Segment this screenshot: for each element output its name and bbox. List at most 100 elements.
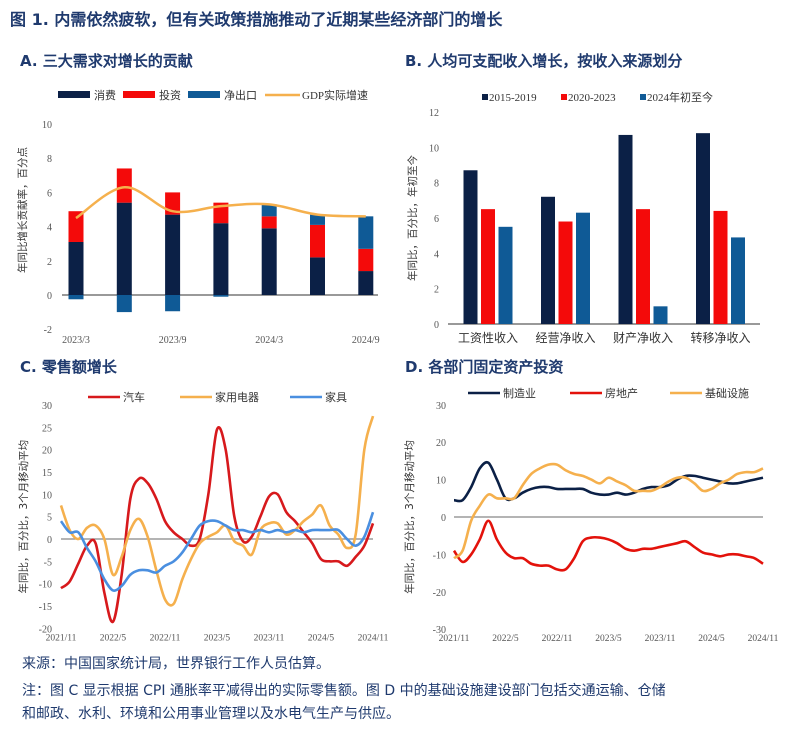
y-tick-label: 2 (47, 257, 52, 268)
bar-net-exports (310, 214, 325, 225)
bar-consumption (213, 223, 229, 295)
x-tick-label: 2023/3 (62, 335, 90, 346)
legend-swatch (561, 94, 567, 100)
bar-investment (261, 216, 277, 229)
x-category-label: 经营净收入 (535, 331, 595, 345)
y-tick-label: 15 (42, 468, 52, 479)
x-tick-label: 2023/5 (204, 633, 231, 643)
y-tick-label: 4 (434, 249, 439, 260)
y-tick-label: 20 (436, 438, 446, 449)
footnote-line-1: 注：图 C 显示根据 CPI 通胀率平减得出的实际零售额。图 D 中的基础设施建… (22, 683, 666, 699)
y-tick-label: 10 (42, 490, 52, 501)
y-axis-label: 年同比，百分比，年初至今 (406, 155, 419, 281)
y-tick-label: 25 (42, 423, 52, 434)
bar (653, 306, 668, 324)
legend-label: 2024年初至今 (647, 90, 713, 104)
x-tick-label: 2022/5 (100, 633, 127, 643)
legend-label: 基础设施 (705, 387, 749, 400)
y-tick-label: -20 (39, 624, 52, 635)
y-tick-label: -2 (44, 325, 52, 336)
y-tick-label: -30 (433, 625, 446, 636)
chart-d: -30 -20 -10 0 10 20 30 年同比，百分比，3个月移动平均 2021/11 20… (403, 386, 779, 644)
bar-net-exports (116, 295, 132, 313)
x-tick-label: 2024/5 (698, 634, 725, 644)
y-tick-label: -10 (39, 580, 52, 591)
panel-a-title: A. 三大需求对增长的贡献 (20, 52, 193, 70)
y-tick-label: 2 (434, 285, 439, 296)
bar-net-exports (68, 295, 84, 300)
x-tick-label: 2024/9 (352, 335, 380, 346)
y-tick-label: 10 (436, 476, 446, 487)
bar (696, 133, 710, 324)
bar-net-exports (165, 295, 181, 312)
panel-b-title: B. 人均可支配收入增长，按收入来源划分 (405, 52, 683, 70)
legend-label: 家具 (325, 390, 347, 404)
x-tick-label: 2024/5 (308, 633, 335, 643)
legend-label: 净出口 (224, 88, 257, 102)
y-tick-label: 5 (47, 513, 52, 524)
legend-label: 2015-2019 (489, 92, 537, 104)
y-tick-label: 0 (47, 291, 52, 302)
y-axis-label: 年同比，百分比，3个月移动平均 (403, 440, 416, 594)
x-tick-label: 2022/11 (150, 633, 181, 643)
x-tick-label: 2023/9 (159, 335, 187, 346)
legend-swatch (188, 91, 220, 98)
series-line (59, 511, 375, 592)
series-line (453, 462, 764, 560)
bar (463, 170, 478, 324)
legend-label: GDP实际增速 (302, 88, 368, 102)
x-tick-label: 2024/3 (255, 335, 283, 346)
series-line (59, 415, 375, 607)
legend-label: 消费 (94, 88, 116, 102)
y-tick-label: -20 (433, 588, 446, 599)
legend-label: 制造业 (503, 386, 536, 400)
x-tick-label: 2022/11 (542, 634, 573, 644)
bar (558, 221, 573, 324)
bar-net-exports (358, 216, 374, 249)
y-tick-label: 20 (42, 446, 52, 457)
y-tick-label: 8 (47, 154, 52, 165)
panel-c-title: C. 零售额增长 (20, 358, 117, 376)
series-line (452, 519, 764, 572)
x-tick-label: 2021/11 (46, 633, 77, 643)
x-tick-label: 2024/11 (748, 634, 779, 644)
y-tick-label: 10 (429, 143, 439, 154)
y-tick-label: -15 (39, 602, 52, 613)
bar-investment (68, 211, 84, 242)
x-tick-label: 2023/11 (254, 633, 285, 643)
y-tick-label: 12 (429, 108, 439, 119)
y-tick-label: 30 (436, 401, 446, 412)
y-tick-label: 0 (47, 535, 52, 546)
bar-investment (310, 224, 325, 258)
line-gdp-growth (75, 186, 366, 220)
panel-d-title: D. 各部门固定资产投资 (405, 358, 564, 376)
source-note: 来源：中国国家统计局，世界银行工作人员估算。 (22, 656, 330, 672)
legend-swatch (482, 94, 488, 100)
legend-swatch (58, 91, 90, 98)
bar-net-exports (213, 295, 229, 297)
bar-investment (213, 202, 229, 224)
y-axis-label: 年同比增长贡献率，百分点 (16, 147, 29, 273)
x-category-label: 财产净收入 (613, 331, 673, 345)
chart-a: -2 0 2 4 6 8 10 年同比增长贡献率，百分点 2023/3 2023/9 2024/3 2… (16, 88, 380, 346)
y-tick-label: 6 (47, 188, 52, 199)
bar-net-exports (261, 204, 277, 217)
y-tick-label: 0 (441, 513, 446, 524)
bar-consumption (310, 257, 325, 295)
x-tick-label: 2023/5 (595, 634, 622, 644)
legend-label: 家用电器 (215, 390, 259, 404)
y-tick-label: 6 (434, 214, 439, 225)
legend-label: 投资 (159, 88, 181, 102)
x-tick-label: 2021/11 (439, 634, 470, 644)
y-tick-label: -5 (44, 557, 52, 568)
footnote-line-2: 和邮政、水利、环境和公用事业管理以及水电气生产与供应。 (22, 706, 400, 722)
bar (541, 196, 555, 324)
chart-c: -20 -15 -10 -5 0 5 10 15 20 25 30 年同比，百分比，3个月移动平均 20… (17, 390, 389, 643)
legend-swatch (640, 94, 646, 100)
x-tick-label: 2022/5 (492, 634, 519, 644)
x-category-label: 转移净收入 (690, 330, 750, 345)
legend-label: 汽车 (123, 390, 145, 404)
y-axis-label: 年同比，百分比，3个月移动平均 (17, 440, 30, 594)
legend-label: 2020-2023 (568, 92, 616, 104)
